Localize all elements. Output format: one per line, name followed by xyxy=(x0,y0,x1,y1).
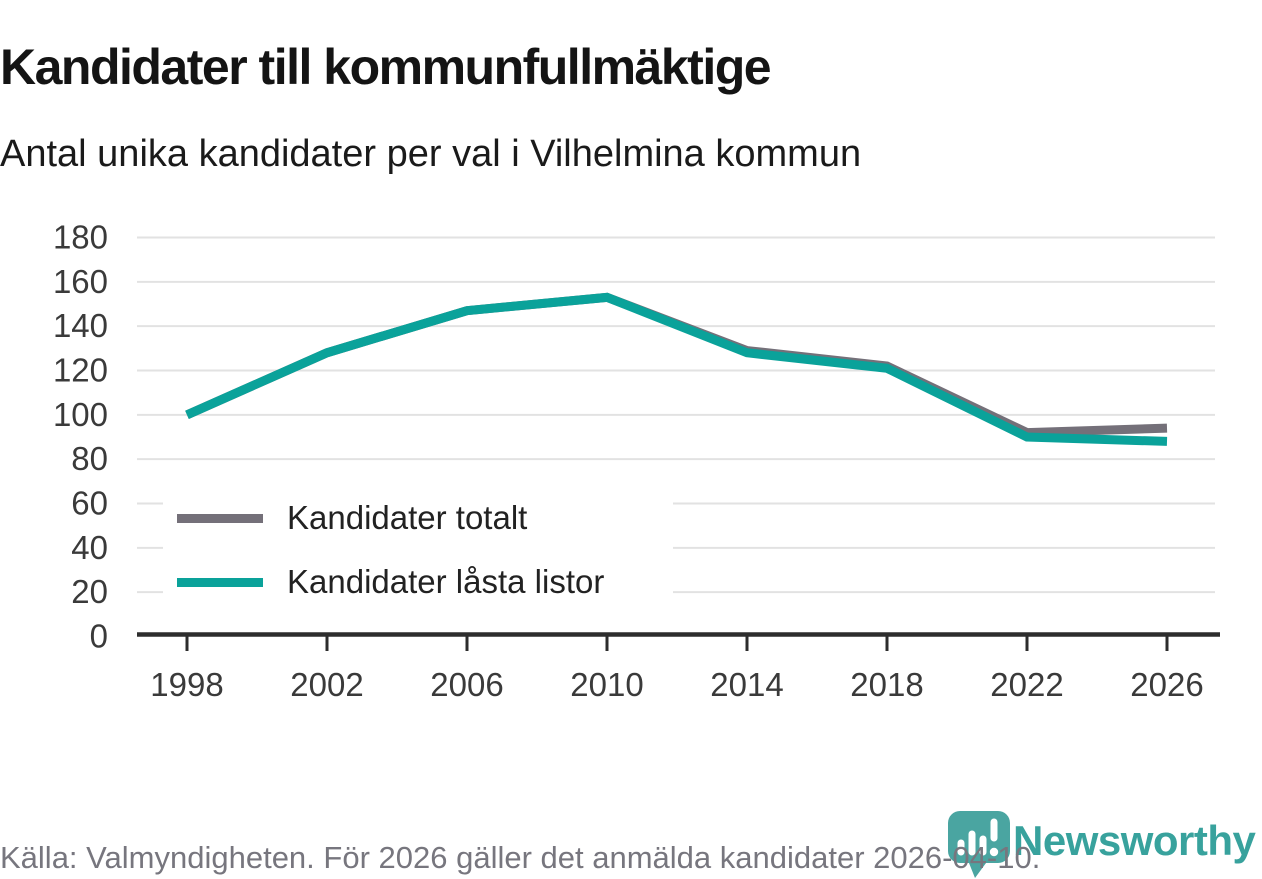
x-tick-label-2014: 2014 xyxy=(710,666,783,703)
chart-subtitle: Antal unika kandidater per val i Vilhelm… xyxy=(0,133,862,175)
legend-swatch-kandidater-totalt xyxy=(177,513,263,523)
series-line-kandidater-totalt xyxy=(185,292,1168,438)
newsworthy-logo-text: Newsworthy xyxy=(1013,817,1256,864)
legend-item-kandidater-lasta-listor: Kandidater låsta listor xyxy=(177,562,673,602)
y-tick-label-20: 20 xyxy=(71,573,108,610)
y-tick-label-100: 100 xyxy=(53,396,108,433)
y-tick-label-0: 0 xyxy=(90,618,108,655)
x-tick-label-2026: 2026 xyxy=(1130,666,1203,703)
x-tick-label-2010: 2010 xyxy=(570,666,643,703)
series-line-kandidater-lasta-listor xyxy=(185,292,1168,446)
y-tick-label-80: 80 xyxy=(71,440,108,477)
y-tick-label-160: 160 xyxy=(53,263,108,300)
legend-label-kandidater-lasta-listor: Kandidater låsta listor xyxy=(287,563,605,600)
source-note: Källa: Valmyndigheten. För 2026 gäller d… xyxy=(0,840,1041,875)
newsworthy-logo xyxy=(947,810,1011,879)
y-tick-label-180: 180 xyxy=(53,218,108,255)
page-title: Kandidater till kommunfullmäktige xyxy=(0,38,772,95)
x-tick-label-2022: 2022 xyxy=(990,666,1063,703)
x-tick-label-2018: 2018 xyxy=(850,666,923,703)
y-tick-label-140: 140 xyxy=(53,307,108,344)
x-tick-label-2006: 2006 xyxy=(430,666,503,703)
legend-swatch-kandidater-lasta-listor xyxy=(177,577,263,587)
y-tick-label-60: 60 xyxy=(71,484,108,521)
x-tick-label-2002: 2002 xyxy=(290,666,363,703)
legend-label-kandidater-totalt: Kandidater totalt xyxy=(287,499,528,536)
legend-item-kandidater-totalt: Kandidater totalt xyxy=(177,498,673,538)
chart-legend: Kandidater totalt Kandidater låsta listo… xyxy=(163,494,673,608)
y-tick-label-40: 40 xyxy=(71,529,108,566)
x-tick-label-1998: 1998 xyxy=(150,666,223,703)
newsworthy-logo-icon xyxy=(948,811,1010,878)
y-tick-label-120: 120 xyxy=(53,351,108,388)
